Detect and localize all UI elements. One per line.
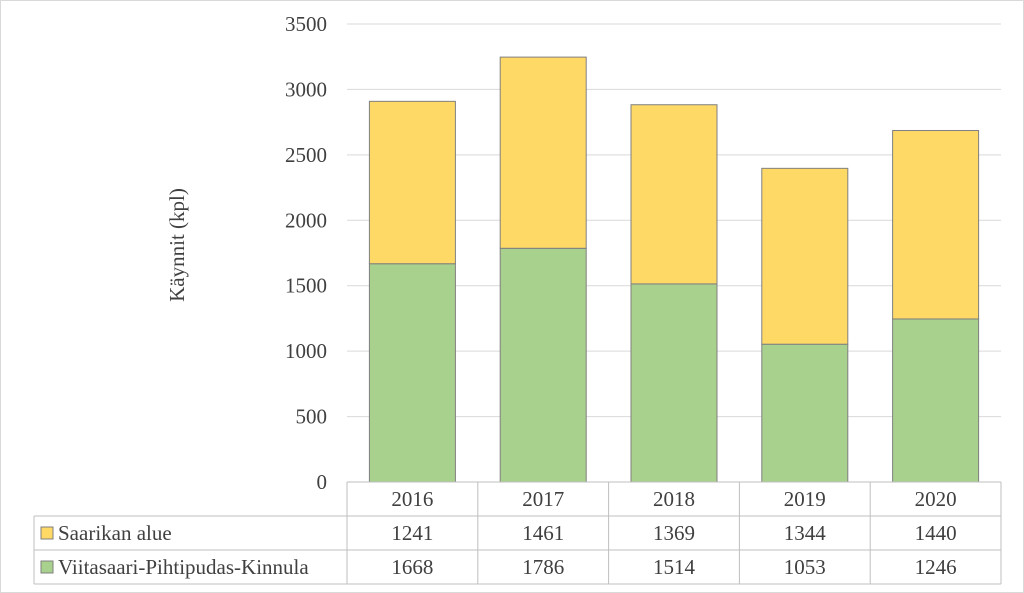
bar-segment-viitasaari-2017 xyxy=(499,247,587,483)
data-table-value: 1246 xyxy=(915,555,957,579)
bar-segment-saarikan-2017 xyxy=(499,56,587,249)
y-tick-label: 1500 xyxy=(285,274,327,298)
legend-entry: Viitasaari-Pihtipudas-Kinnula xyxy=(58,555,309,579)
data-table-value: 1440 xyxy=(915,521,957,545)
data-table-value: 1344 xyxy=(784,521,827,545)
x-tick-label: 2019 xyxy=(784,487,826,511)
data-table-value: 1241 xyxy=(391,521,433,545)
y-tick-label: 2000 xyxy=(285,208,327,232)
bar-segment-saarikan-2019 xyxy=(761,167,849,345)
data-table-value: 1461 xyxy=(522,521,564,545)
x-tick-label: 2016 xyxy=(391,487,433,511)
bars xyxy=(368,56,980,483)
legend-swatch xyxy=(40,526,54,540)
data-table: 2016 2017 2018 2019 2020 Saarikan alue 1241 146… xyxy=(33,481,1002,585)
data-table-value: 1514 xyxy=(653,555,696,579)
bar-segment-viitasaari-2020 xyxy=(892,318,980,483)
data-table-value: 1786 xyxy=(522,555,564,579)
bar-segment-saarikan-2016 xyxy=(368,100,456,265)
data-table-value: 1053 xyxy=(784,555,826,579)
bar-segment-saarikan-2020 xyxy=(892,130,980,320)
y-axis-ticks: 0 500 1000 1500 2000 2500 3000 3500 xyxy=(285,12,327,494)
data-table-value: 1668 xyxy=(391,555,433,579)
legend-entry: Saarikan alue xyxy=(58,521,172,545)
x-tick-label: 2020 xyxy=(915,487,957,511)
data-table-value: 1369 xyxy=(653,521,695,545)
y-tick-label: 3000 xyxy=(285,77,327,101)
x-tick-label: 2018 xyxy=(653,487,695,511)
y-tick-label: 1000 xyxy=(285,339,327,363)
y-tick-label: 2500 xyxy=(285,143,327,167)
bar-segment-viitasaari-2016 xyxy=(368,263,456,483)
bar-segment-saarikan-2018 xyxy=(630,104,718,285)
y-tick-label: 500 xyxy=(296,405,328,429)
y-axis-label: Käynnit (kpl) xyxy=(165,188,189,302)
y-tick-label: 3500 xyxy=(285,12,327,36)
legend-swatch xyxy=(40,560,54,574)
bar-segment-viitasaari-2019 xyxy=(761,343,849,483)
y-tick-label: 0 xyxy=(317,470,328,494)
x-tick-label: 2017 xyxy=(522,487,564,511)
bar-segment-viitasaari-2018 xyxy=(630,283,718,483)
